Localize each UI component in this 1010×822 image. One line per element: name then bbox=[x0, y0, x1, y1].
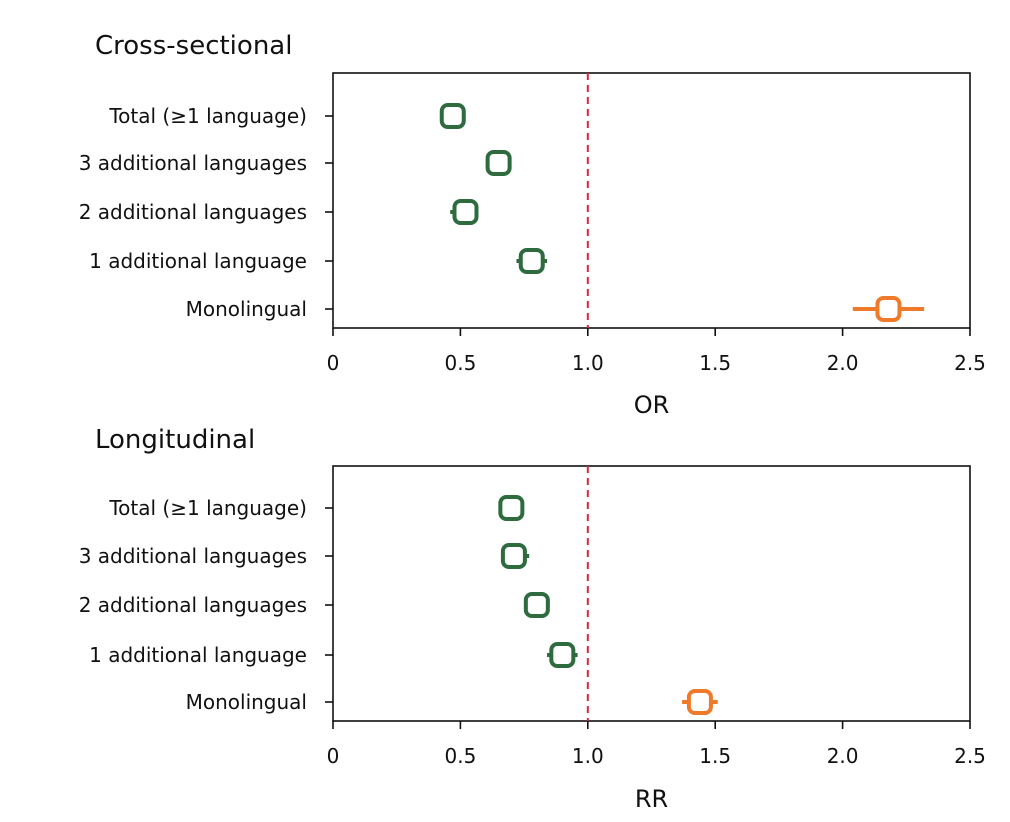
point-estimate-marker bbox=[875, 296, 902, 322]
point-estimate-marker bbox=[452, 199, 479, 225]
y-category-label: 1 additional language bbox=[89, 643, 307, 667]
x-tick-label: 0 bbox=[327, 744, 340, 768]
x-axis-label: RR bbox=[635, 785, 668, 813]
y-category-label: Monolingual bbox=[186, 297, 307, 321]
x-axis-label: OR bbox=[634, 391, 670, 419]
y-category-label: 1 additional language bbox=[89, 249, 307, 273]
x-tick-label: 0.5 bbox=[444, 744, 476, 768]
x-tick-label: 2.5 bbox=[954, 351, 986, 375]
point-estimate-marker bbox=[686, 689, 713, 715]
x-tick-label: 2.0 bbox=[827, 744, 859, 768]
y-category-label: Monolingual bbox=[186, 690, 307, 714]
point-estimate-marker bbox=[485, 150, 512, 176]
x-tick-label: 1.5 bbox=[699, 351, 731, 375]
x-tick-label: 0 bbox=[327, 351, 340, 375]
y-category-label: 2 additional languages bbox=[79, 593, 307, 617]
y-category-label: 3 additional languages bbox=[79, 544, 307, 568]
point-estimate-marker bbox=[523, 592, 550, 618]
panel-longitudinal: Longitudinal 0 0.5 1.0 1.5 2.0 2.5 RR Total (≥1 … bbox=[79, 425, 986, 813]
x-tick-label: 2.5 bbox=[954, 744, 986, 768]
x-tick-label: 2.0 bbox=[827, 351, 859, 375]
point-estimate-marker bbox=[549, 642, 576, 668]
y-category-label: 2 additional languages bbox=[79, 200, 307, 224]
y-category-label: Total (≥1 language) bbox=[108, 496, 307, 520]
plot-frame bbox=[332, 465, 971, 722]
x-tick-label: 0.5 bbox=[444, 351, 476, 375]
panel-title: Longitudinal bbox=[95, 425, 255, 455]
x-tick-label: 1.5 bbox=[699, 744, 731, 768]
x-tick-label: 1.0 bbox=[572, 351, 604, 375]
point-estimate-marker bbox=[500, 543, 527, 569]
point-estimate-marker bbox=[439, 103, 466, 129]
plot-frame bbox=[332, 72, 971, 329]
point-estimate-marker bbox=[498, 495, 525, 521]
y-category-label: 3 additional languages bbox=[79, 151, 307, 175]
panel-title: Cross-sectional bbox=[95, 31, 292, 61]
x-tick-label: 1.0 bbox=[572, 744, 604, 768]
panel-cross-sectional: Cross-sectional 0 0.5 1.0 1.5 2.0 2.5 OR Total (… bbox=[79, 31, 986, 419]
point-estimate-marker bbox=[518, 248, 545, 274]
y-category-label: Total (≥1 language) bbox=[108, 104, 307, 128]
